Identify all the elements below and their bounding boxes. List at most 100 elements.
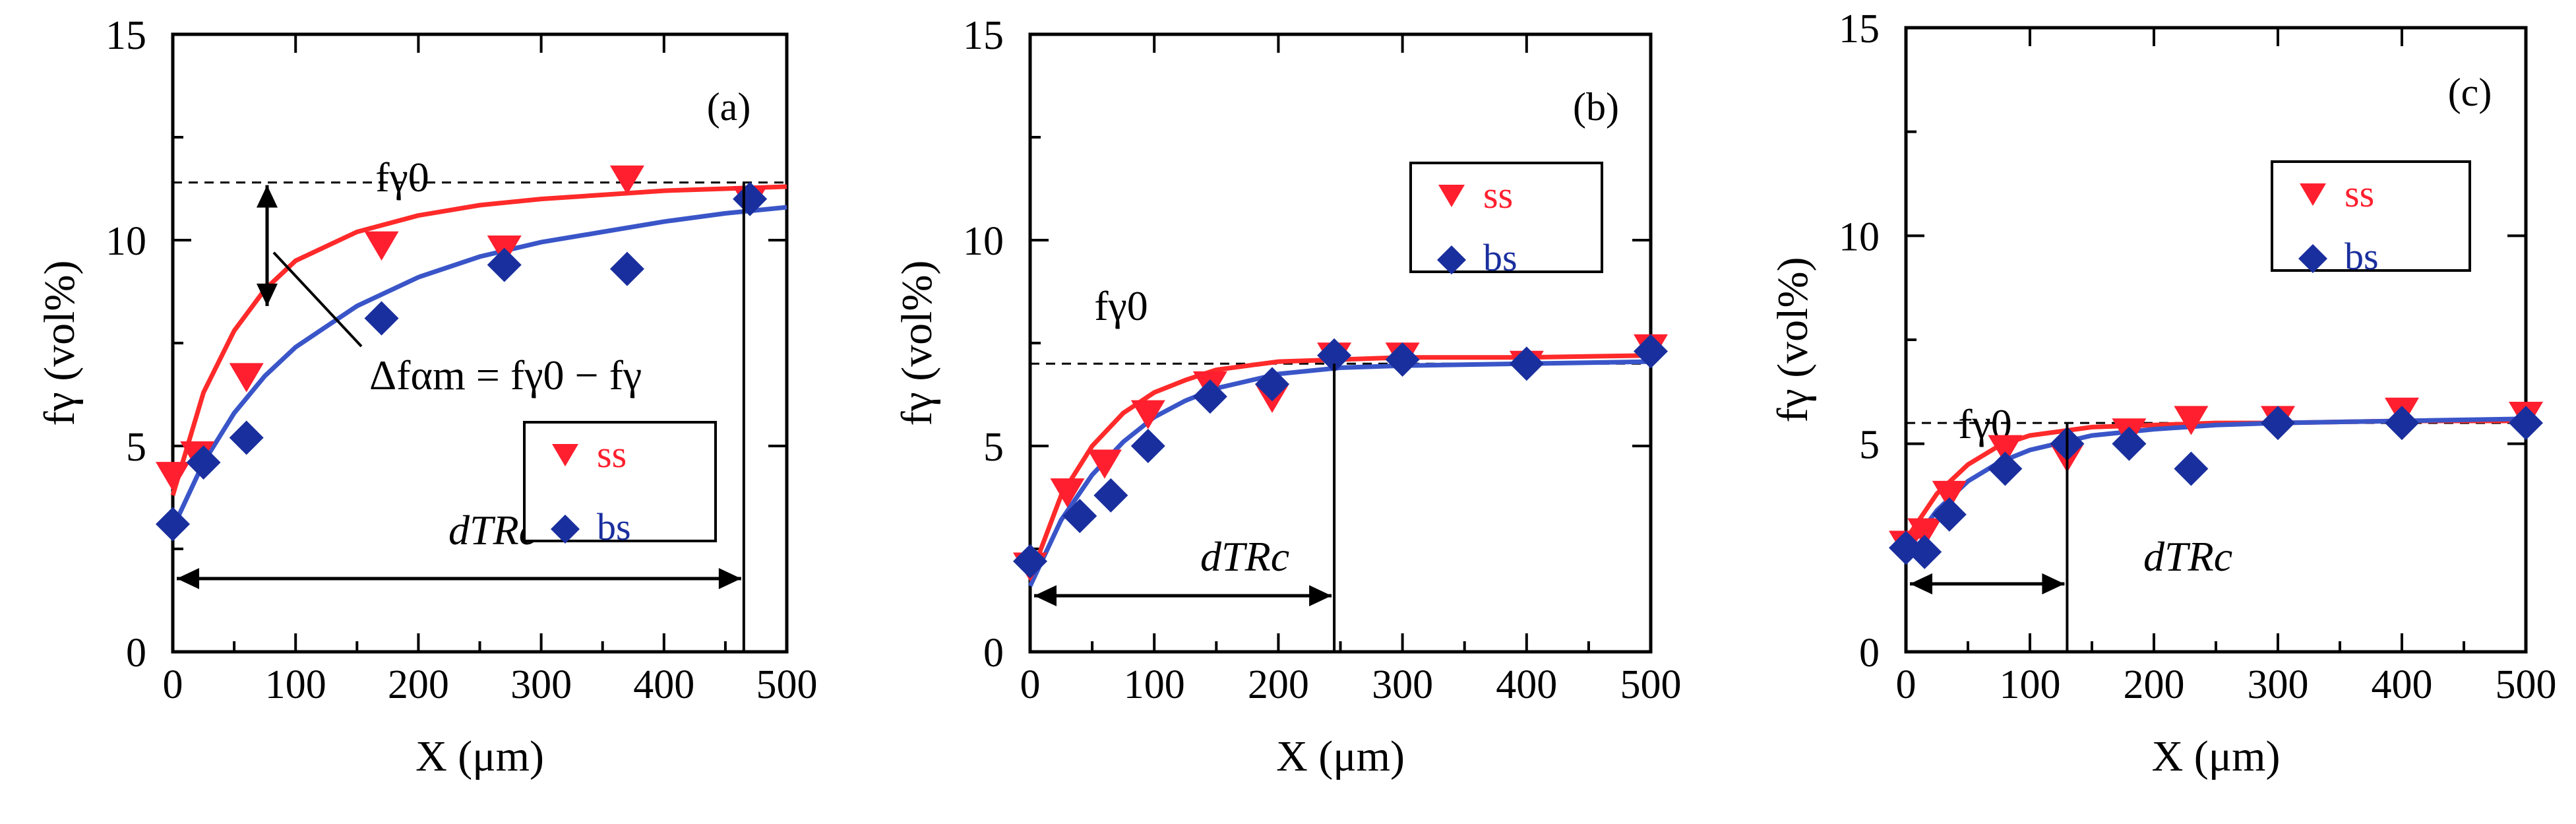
data-point-bs: [2174, 451, 2209, 486]
y-tick-label: 10: [963, 219, 1004, 264]
legend-marker-ss: [1438, 185, 1465, 207]
y-axis-label: fγ (vol%): [36, 261, 84, 426]
fit-curve-bs: [170, 205, 787, 530]
y-tick-label: 5: [1859, 423, 1880, 468]
dimension-arrowhead-left: [1910, 573, 1932, 594]
data-point-bs: [2385, 406, 2419, 441]
panel-c: 0 100 200 300 400 500 0 5 10 15 X (μm) fγ (vol%) (c)…: [1769, 7, 2557, 780]
x-tick-label: 500: [756, 662, 818, 707]
dimension-arrowhead-left: [177, 568, 199, 589]
x-tick-label: 300: [2248, 662, 2309, 707]
data-point-bs: [1254, 367, 1289, 402]
data-point-bs: [186, 445, 221, 480]
legend-label-ss: ss: [2345, 172, 2374, 215]
y-axis-label: fγ (vol%): [1769, 257, 1817, 423]
data-point-bs: [1062, 499, 1097, 534]
data-point-ss: [1130, 400, 1165, 429]
data-point-bs: [1907, 534, 1942, 569]
data-point-bs: [2509, 406, 2543, 441]
dimension-label: dTRc: [2143, 533, 2232, 580]
data-point-bs: [1988, 451, 2023, 486]
y-tick-label: 5: [126, 425, 146, 470]
x-axis-label: X (μm): [415, 732, 544, 780]
data-point-ss: [1932, 480, 1967, 511]
legend-marker-bs: [2298, 244, 2327, 273]
data-point-bs: [1385, 342, 1420, 377]
legend-label-bs: bs: [1483, 236, 1518, 279]
dimension-label: dTRc: [1200, 533, 1289, 580]
x-axis-label: X (μm): [1276, 732, 1405, 780]
x-tick-label: 0: [163, 662, 183, 707]
difference-arrowhead-up: [257, 185, 278, 208]
legend-box: [523, 421, 717, 542]
y-tick-label: 15: [963, 13, 1004, 58]
panel-label: (c): [2448, 71, 2492, 114]
data-point-ss: [229, 363, 264, 393]
y-tick-label: 0: [126, 631, 146, 676]
data-point-bs: [229, 420, 264, 455]
x-tick-label: 500: [2496, 662, 2557, 707]
x-tick-label: 200: [1248, 662, 1309, 707]
data-point-bs: [733, 181, 768, 216]
data-point-bs: [1932, 497, 1967, 532]
x-tick-label: 400: [633, 662, 694, 707]
data-point-ss: [156, 462, 190, 491]
data-point-bs: [156, 507, 190, 542]
y-tick-label: 5: [983, 425, 1004, 470]
legend-label-bs: bs: [2345, 235, 2379, 278]
dimension-arrowhead-right: [1309, 585, 1332, 606]
data-point-bs: [609, 251, 644, 286]
panel-a: 0 100 200 300 400 500 0 5 10 15 X (μm) fγ (vol%) (a)…: [36, 13, 818, 780]
legend: ss bs: [523, 421, 717, 548]
y-tick-label: 10: [106, 219, 146, 264]
data-point-bs: [1130, 429, 1165, 463]
data-point-bs: [487, 247, 522, 282]
x-tick-label: 400: [1496, 662, 1557, 707]
y-tick-label: 0: [983, 631, 1004, 676]
data-point-ss: [1087, 449, 1122, 479]
plot-frame: [171, 32, 789, 654]
data-point-ss: [609, 165, 644, 195]
y-tick-label: 0: [1859, 631, 1880, 676]
reference-line-label: fγ0: [1094, 282, 1148, 329]
data-point-bs: [1013, 544, 1047, 579]
data-point-ss: [364, 231, 399, 261]
dimension-arrowhead-left: [1034, 585, 1057, 606]
x-tick-label: 0: [1896, 662, 1917, 707]
x-tick-label: 500: [1620, 662, 1682, 707]
legend: ss bs: [1409, 162, 1603, 279]
y-tick-label: 15: [1839, 7, 1880, 51]
panel-label: (a): [707, 85, 751, 129]
data-point-bs: [1093, 478, 1128, 513]
legend-label-ss: ss: [1483, 174, 1513, 216]
y-tick-label: 10: [1839, 214, 1880, 259]
difference-label: Δfαm = fγ0 − fγ: [369, 352, 642, 398]
x-tick-label: 100: [265, 662, 326, 707]
dimension-arrowhead-right: [2042, 573, 2065, 594]
data-point-bs: [1192, 379, 1227, 414]
fit-curve-ss: [1027, 353, 1651, 579]
legend: ss bs: [2271, 160, 2471, 278]
x-tick-label: 300: [510, 662, 572, 707]
data-point-ss: [1907, 518, 1942, 548]
legend-label-bs: bs: [597, 505, 631, 548]
legend-label-ss: ss: [597, 433, 627, 476]
x-tick-label: 0: [1020, 662, 1041, 707]
x-tick-label: 200: [2124, 662, 2185, 707]
data-point-ss: [1050, 478, 1085, 508]
fit-curve-ss: [170, 184, 787, 496]
x-tick-label: 300: [1372, 662, 1433, 707]
reference-line-label: fγ0: [375, 154, 429, 201]
legend-box: [1409, 162, 1603, 273]
legend-marker-ss: [552, 444, 578, 466]
y-tick-label: 15: [106, 13, 146, 58]
x-tick-label: 100: [2000, 662, 2061, 707]
x-tick-label: 400: [2372, 662, 2433, 707]
panel-b: 0 100 200 300 400 500 0 5 10 15 X (μm) fγ (vol%) (b)…: [893, 13, 1682, 780]
data-point-ss: [2174, 406, 2209, 435]
x-tick-label: 100: [1124, 662, 1185, 707]
data-point-bs: [2261, 406, 2295, 441]
x-tick-label: 200: [388, 662, 449, 707]
